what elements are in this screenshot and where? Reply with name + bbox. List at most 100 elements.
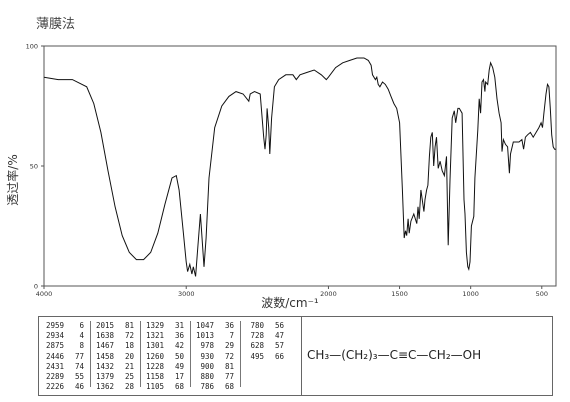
y-tick-label: 100 [26,43,38,51]
peak-row: 2875 8 [42,341,90,351]
peak-wavenumber: 1260 [145,351,164,361]
formula-divider [301,317,302,395]
peak-row: 1329 31 [142,321,190,331]
peak-transmittance: 74 [74,361,84,371]
structural-formula: CH₃—(CH₂)₃—C≡C—CH₂—OH [307,348,481,362]
peak-transmittance: 8 [79,341,84,351]
peak-row: 1458 20 [92,352,140,362]
peak-column: 2015 81 1638 72 1467 18 1458 20 1432 21 1379 25 1362… [92,321,141,391]
peak-wavenumber: 1158 [145,371,164,381]
plot-frame [43,45,557,287]
peak-row: 1158 17 [142,372,190,382]
peak-wavenumber: 1329 [145,321,164,330]
peak-row: 495 66 [242,352,290,362]
peak-transmittance: 72 [224,351,234,361]
peak-row: 2934 4 [42,331,90,341]
peak-transmittance: 57 [274,341,284,351]
structure-formula-text: CH₃—(CH₂)₃—C≡C—CH₂—OH [307,348,481,362]
x-tick-label: 3000 [178,290,195,298]
x-axis-ticks: 4000 3000 2000 1500 1000 500 [36,286,548,298]
peak-wavenumber: 495 [250,351,264,361]
peak-transmittance: 72 [124,331,134,341]
peak-wavenumber: 2959 [45,321,64,330]
peak-wavenumber: 2431 [45,361,64,371]
y-tick-label: 50 [30,163,38,171]
peak-wavenumber: 1638 [95,331,114,341]
peak-transmittance: 25 [124,371,134,381]
peak-transmittance: 56 [274,321,284,330]
peak-row: 1362 28 [92,382,140,392]
peak-transmittance: 4 [79,331,84,341]
peak-wavenumber: 2934 [45,331,64,341]
peak-wavenumber: 880 [200,371,214,381]
peak-row: 1467 18 [92,341,140,351]
peak-wavenumber: 978 [200,341,214,351]
peak-row: 1260 50 [142,352,190,362]
peak-row: 1047 36 [192,321,240,331]
peak-wavenumber: 2226 [45,382,64,392]
x-tick-label: 1500 [391,290,408,298]
peak-transmittance: 31 [174,321,184,330]
peak-row: 1105 68 [142,382,190,392]
peak-transmittance: 68 [224,382,234,392]
peak-table: 2959 6 2934 4 2875 8 2446 77 2431 74 2289 55 2226 46 2… [38,316,553,396]
peak-transmittance: 81 [224,361,234,371]
peak-transmittance: 7 [229,331,234,341]
peak-wavenumber: 2875 [45,341,64,351]
peak-transmittance: 81 [124,321,134,330]
peak-transmittance: 6 [79,321,84,330]
x-axis-label: 波数/cm⁻¹ [261,295,319,310]
peak-transmittance: 28 [124,382,134,392]
peak-transmittance: 29 [224,341,234,351]
peak-row: 786 68 [192,382,240,392]
peak-row: 1379 25 [92,372,140,382]
peak-transmittance: 66 [274,351,284,361]
peak-wavenumber: 1458 [95,351,114,361]
peak-wavenumber: 1301 [145,341,164,351]
peak-row: 2446 77 [42,352,90,362]
peak-wavenumber: 2289 [45,371,64,381]
peak-row: 1228 49 [142,362,190,372]
peak-transmittance: 36 [174,331,184,341]
peak-row: 628 57 [242,341,290,351]
peak-row: 1321 36 [142,331,190,341]
peak-wavenumber: 1105 [145,382,164,392]
peak-wavenumber: 2446 [45,351,64,361]
peak-row: 728 47 [242,331,290,341]
peak-wavenumber: 1379 [95,371,114,381]
peak-transmittance: 49 [174,361,184,371]
peak-transmittance: 50 [174,351,184,361]
peak-wavenumber: 1047 [195,321,214,330]
peak-row: 900 81 [192,362,240,372]
peak-transmittance: 18 [124,341,134,351]
peak-row: 780 56 [242,321,290,331]
peak-wavenumber: 786 [200,382,214,392]
peak-wavenumber: 1321 [145,331,164,341]
peak-column: 780 56 728 47 628 57 495 66 [242,321,290,387]
peak-row: 2015 81 [92,321,140,331]
peak-column: 2959 6 2934 4 2875 8 2446 77 2431 74 2289 55 2226 46 [42,321,91,391]
peak-row: 2226 46 [42,382,90,392]
peak-wavenumber: 930 [200,351,214,361]
peak-transmittance: 47 [274,331,284,341]
peak-transmittance: 42 [174,341,184,351]
peak-transmittance: 17 [174,371,184,381]
peak-row: 1301 42 [142,341,190,351]
peak-wavenumber: 780 [250,321,264,330]
peak-column: 1047 36 1013 7 978 29 930 72 900 81 880 77 786 68 [192,321,241,391]
peak-transmittance: 68 [174,382,184,392]
x-tick-label: 2000 [320,290,337,298]
y-axis-ticks: 0 50 100 [26,43,44,291]
peak-column: 1329 31 1321 36 1301 42 1260 50 1228 49 1158 17 1105… [142,321,191,391]
peak-transmittance: 20 [124,351,134,361]
spectrum-line [43,57,556,277]
peak-wavenumber: 628 [250,341,264,351]
x-tick-label: 500 [536,290,548,298]
peak-row: 978 29 [192,341,240,351]
peak-transmittance: 55 [74,371,84,381]
peak-wavenumber: 900 [200,361,214,371]
peak-wavenumber: 1432 [95,361,114,371]
peak-transmittance: 46 [74,382,84,392]
peak-row: 880 77 [192,372,240,382]
